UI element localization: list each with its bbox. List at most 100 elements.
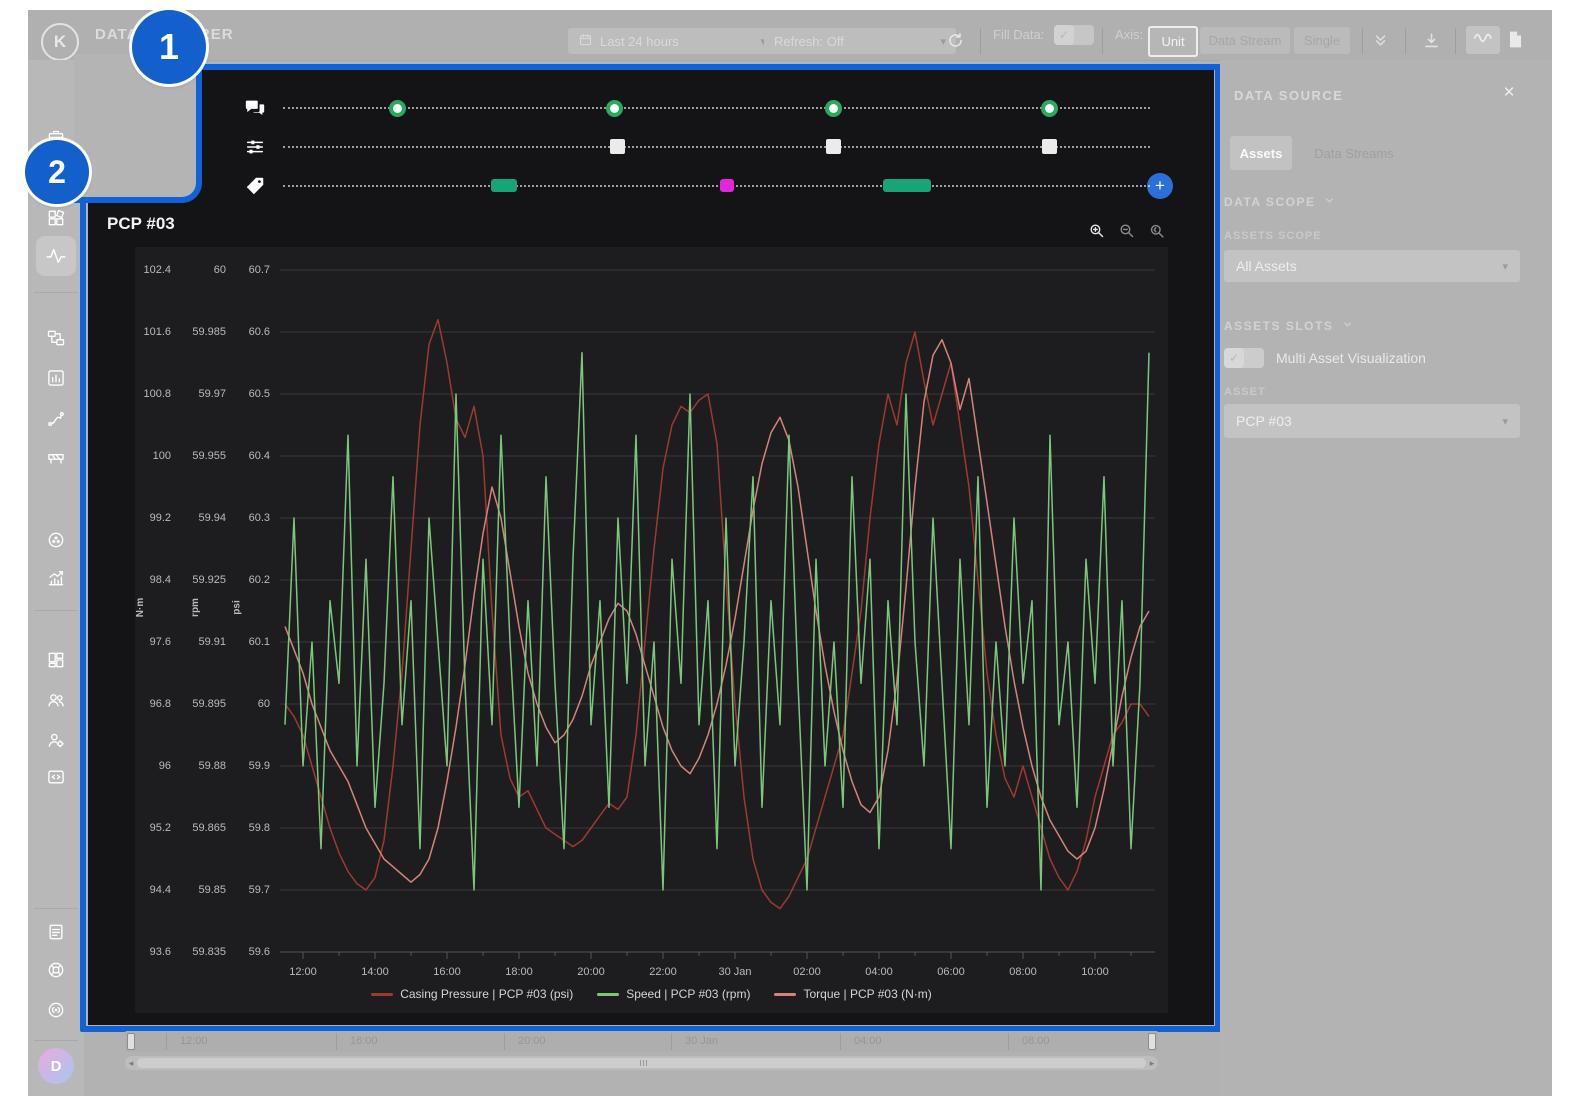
y-axis-tick-psi: 59.9 <box>248 760 270 772</box>
scroll-right-icon[interactable]: ▸ <box>1149 1057 1155 1068</box>
y-axis-tick-psi: 60.5 <box>248 388 270 400</box>
asset-select[interactable]: PCP #03 ▾ <box>1224 404 1520 438</box>
app-window: K DATA EXPLORER Last 24 hours ▾ Refresh:… <box>25 10 1552 1096</box>
toolbar-divider <box>1362 28 1363 54</box>
comment-marker[interactable] <box>1041 100 1059 117</box>
sidebar-item-workflows[interactable] <box>36 318 76 358</box>
comment-marker[interactable] <box>606 100 624 117</box>
y-axis-tick-rpm: 59.985 <box>192 326 226 338</box>
chart-view-toggle[interactable] <box>1466 26 1500 54</box>
tag-marker[interactable] <box>719 179 734 192</box>
sidebar-item-dashboard[interactable] <box>36 198 76 238</box>
tag-marker[interactable] <box>491 179 518 192</box>
y-axis-tick-N·m: 101.6 <box>143 326 171 338</box>
chart-plot-area[interactable] <box>280 247 1155 972</box>
y-axis-unit-label: psi <box>231 600 243 615</box>
track-dotted-line <box>283 107 1150 109</box>
control-change-marker[interactable] <box>825 139 841 154</box>
x-axis-tick: 16:00 <box>433 966 461 978</box>
tag-marker[interactable] <box>883 179 932 192</box>
axis-mode-single-button[interactable]: Single <box>1294 27 1350 54</box>
zoom-out-icon[interactable] <box>1118 222 1135 244</box>
control-change-marker[interactable] <box>1042 139 1058 154</box>
sidebar-item-trend-chart[interactable] <box>36 558 76 598</box>
timeline-label: 20:00 <box>518 1035 546 1047</box>
data-scope-section[interactable]: DATA SCOPE <box>1224 194 1336 210</box>
scrollbar-thumb[interactable] <box>137 1058 1146 1068</box>
download-icon[interactable] <box>1422 31 1441 55</box>
chevron-down-icon: ▾ <box>760 35 766 48</box>
user-avatar[interactable]: D <box>38 1048 74 1084</box>
chart-zoom-toolbar <box>1088 222 1165 244</box>
axis-mode-datastream-button[interactable]: Data Stream <box>1200 27 1290 54</box>
assets-scope-label: ASSETS SCOPE <box>1224 230 1322 242</box>
fill-data-toggle[interactable]: ✓ <box>1054 25 1094 45</box>
assets-slots-section[interactable]: ASSETS SLOTS <box>1224 318 1354 334</box>
sidebar-item-users[interactable] <box>36 680 76 720</box>
horizontal-scrollbar[interactable]: ◂ ▸ <box>125 1056 1158 1070</box>
zoom-in-icon[interactable] <box>1088 222 1105 244</box>
refresh-dropdown[interactable]: Refresh: Off ▾ <box>764 28 956 54</box>
y-axis-tick-N·m: 100.8 <box>143 388 171 400</box>
sidebar-item-waveform[interactable] <box>36 236 76 276</box>
y-axis-tick-N·m: 96.8 <box>149 698 171 710</box>
y-axis-tick-N·m: 99.2 <box>149 512 171 524</box>
chevron-down-icon <box>1323 194 1336 210</box>
legend-item[interactable]: Speed | PCP #03 (rpm) <box>597 987 750 1001</box>
sidebar-item-bar-chart[interactable] <box>36 358 76 398</box>
timeline-separator <box>504 1033 505 1050</box>
sidebar-item-wheel[interactable] <box>36 520 76 560</box>
x-axis-tick: 20:00 <box>577 966 605 978</box>
timeline-separator <box>1008 1033 1009 1050</box>
multi-asset-label: Multi Asset Visualization <box>1276 350 1426 366</box>
y-axis-tick-psi: 59.8 <box>248 822 270 834</box>
timeline-label: 30 Jan <box>685 1035 719 1047</box>
control-change-marker[interactable] <box>609 139 625 154</box>
legend-label: Torque | PCP #03 (N·m) <box>803 987 932 1001</box>
y-axis-tick-N·m: 102.4 <box>143 264 171 276</box>
annotation-badge-1: 1 <box>132 10 206 84</box>
y-axis-tick-psi: 60.7 <box>248 264 270 276</box>
scrollbar-grip <box>640 1060 647 1066</box>
axis-mode-unit-button[interactable]: Unit <box>1148 26 1198 57</box>
legend-item[interactable]: Torque | PCP #03 (N·m) <box>774 987 932 1001</box>
time-range-dropdown[interactable]: Last 24 hours ▾ <box>568 28 776 54</box>
timeline-left-handle[interactable] <box>127 1033 135 1050</box>
scroll-left-icon[interactable]: ◂ <box>128 1057 134 1068</box>
comment-marker[interactable] <box>388 100 406 117</box>
calendar-icon <box>578 32 593 50</box>
y-axis-tick-rpm: 59.835 <box>192 946 226 958</box>
legend-swatch <box>597 992 620 996</box>
sidebar-divider <box>34 1040 78 1041</box>
close-icon[interactable]: × <box>1503 82 1515 103</box>
refresh-icon[interactable] <box>946 31 965 55</box>
toolbar-divider <box>1102 28 1103 54</box>
chart-card: 102.4 101.6 100.8 100 99.2 98.4 97.6 96.8 96 95.2… <box>135 247 1168 1013</box>
tab-data-streams[interactable]: Data Streams <box>1314 145 1394 161</box>
legend-item[interactable]: Casing Pressure | PCP #03 (psi) <box>371 987 573 1001</box>
sidebar-item-code[interactable] <box>36 757 76 797</box>
timeline-right-handle[interactable] <box>1148 1033 1156 1050</box>
comment-marker[interactable] <box>824 100 842 117</box>
tab-assets[interactable]: Assets <box>1230 136 1292 170</box>
timeline-separator <box>166 1033 167 1050</box>
sidebar-item-barrier[interactable] <box>36 438 76 478</box>
add-annotation-button[interactable]: + <box>1147 173 1173 199</box>
axis-label: Axis: <box>1115 27 1144 42</box>
multi-asset-toggle[interactable]: ✓ <box>1224 348 1264 368</box>
timeline-label: 16:00 <box>350 1035 378 1047</box>
timeline-range-slider[interactable]: 12:00 16:00 20:00 30 Jan 04:00 08:00 <box>125 1031 1158 1052</box>
timeline-separator <box>671 1033 672 1050</box>
sidebar-item-document[interactable] <box>36 912 76 952</box>
assets-scope-select[interactable]: All Assets ▾ <box>1224 250 1520 282</box>
assets-scope-value: All Assets <box>1236 258 1297 274</box>
sidebar-item-user-gear[interactable] <box>36 720 76 760</box>
sidebar-item-brackets[interactable] <box>36 990 76 1030</box>
y-axis-unit-label: N·m <box>135 597 147 618</box>
sidebar-item-lifebuoy[interactable] <box>36 950 76 990</box>
report-file-icon[interactable] <box>1506 30 1525 54</box>
zoom-reset-icon[interactable] <box>1148 222 1165 244</box>
sidebar-item-route[interactable] <box>36 399 76 439</box>
collapse-double-chevron-icon[interactable] <box>1371 31 1390 55</box>
sidebar-item-grid[interactable] <box>36 640 76 680</box>
